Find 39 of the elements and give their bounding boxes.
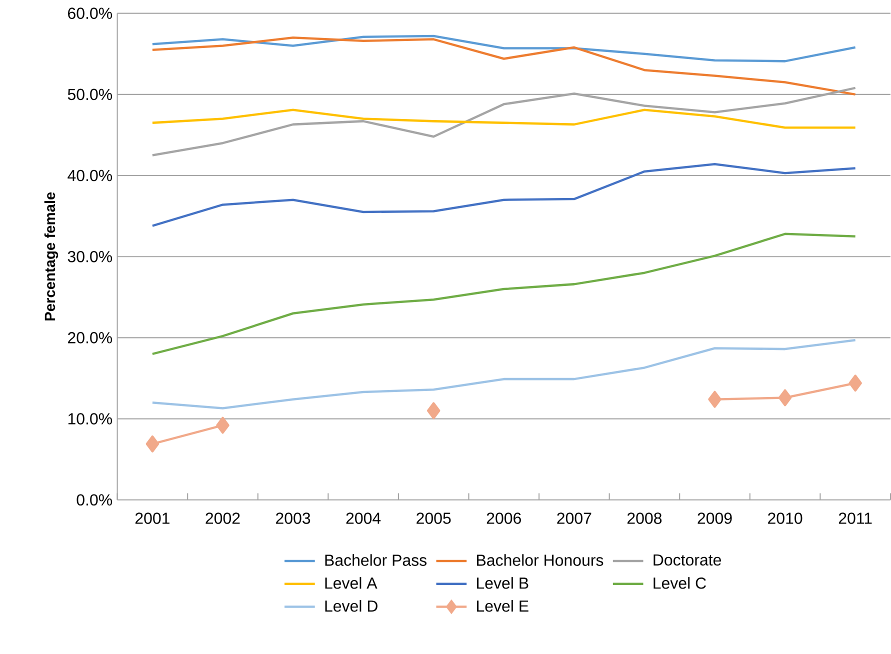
x-tick-label: 2006 (486, 512, 521, 524)
x-tick-label: 2007 (557, 512, 592, 524)
y-tick-label: 60.0% (68, 8, 112, 20)
line-series (151, 86, 856, 156)
point (708, 390, 722, 408)
y-tick-label: 40.0% (68, 170, 112, 182)
legend-label: Bachelor Honours (477, 554, 604, 566)
line-series (151, 232, 856, 356)
legend-label: Level D (325, 600, 378, 612)
y-tick-label: 10.0% (68, 413, 112, 425)
x-tick-label: 2008 (627, 512, 662, 524)
x-tick-label: 2005 (416, 512, 451, 524)
x-tick-label: 2003 (276, 512, 310, 524)
line-series (151, 34, 856, 62)
y-tick-label: 20.0% (68, 332, 112, 344)
x-tick-label: 2009 (698, 512, 732, 524)
x-tick-label: 2010 (768, 512, 802, 524)
point (778, 389, 792, 406)
legend-label: Level E (477, 600, 528, 612)
line-series (151, 36, 856, 96)
x-tick-label: 2002 (206, 512, 240, 524)
legend-label: Level C (654, 577, 706, 589)
point (426, 402, 440, 420)
point (216, 416, 230, 434)
x-tick-label: 2004 (346, 512, 381, 524)
y-axis-title: Percentage female (44, 192, 58, 320)
line-series (151, 339, 856, 410)
y-tick-label: 0.0% (76, 494, 112, 506)
y-tick-label: 50.0% (68, 88, 112, 100)
line-series (151, 163, 856, 227)
x-tick-label: 2001 (135, 512, 170, 524)
point (848, 374, 862, 392)
legend-label: Bachelor Pass (325, 554, 427, 566)
legend-label: Doctorate (654, 554, 722, 566)
legend-label: Level A (325, 577, 378, 589)
point (146, 436, 160, 452)
x-tick-label: 2011 (838, 512, 872, 524)
legend-label: Level B (477, 577, 528, 589)
y-tick-label: 30.0% (68, 251, 112, 262)
